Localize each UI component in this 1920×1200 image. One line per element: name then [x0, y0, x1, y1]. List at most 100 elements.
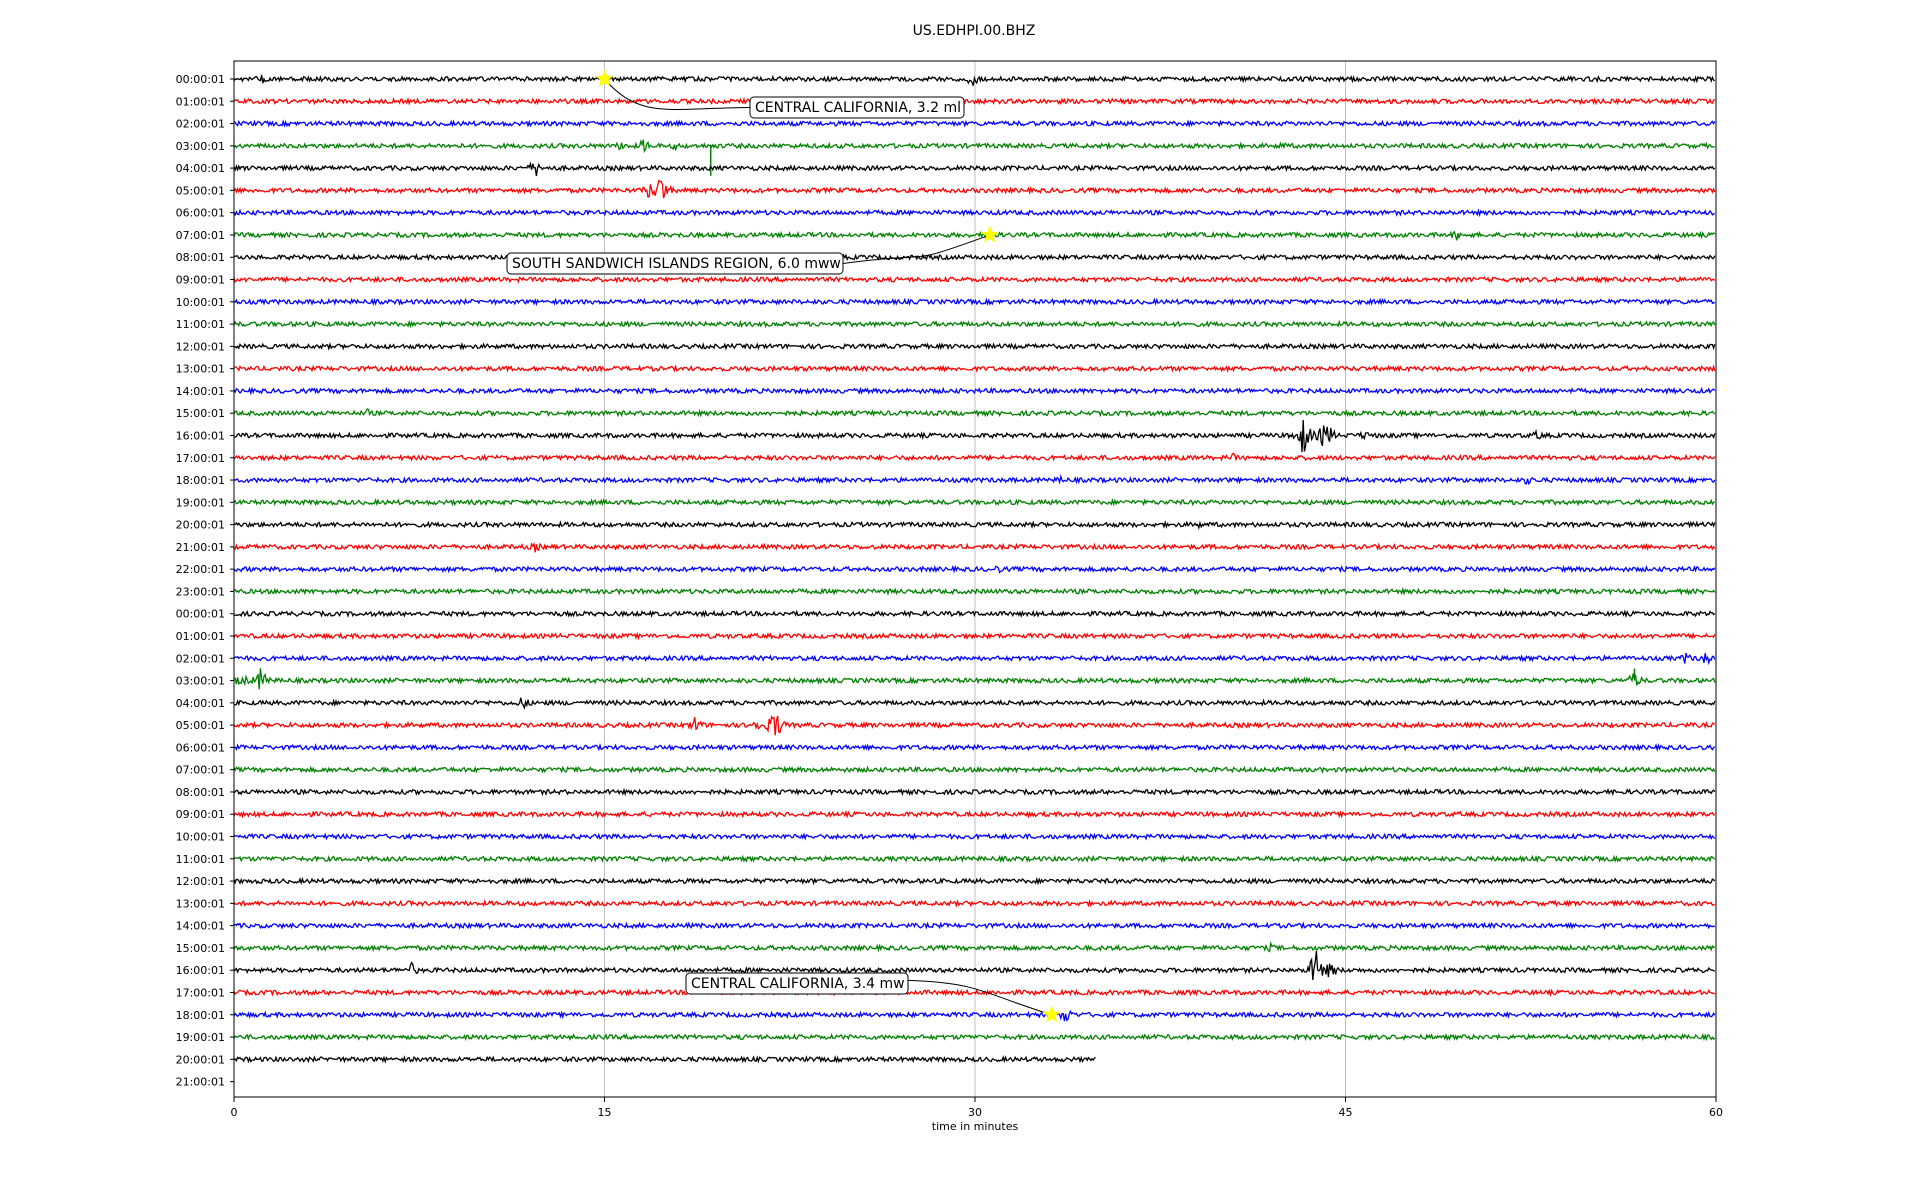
y-tick-label: 18:00:01	[176, 1009, 225, 1022]
event-star-marker	[980, 225, 999, 243]
y-tick-label: 06:00:01	[176, 741, 225, 754]
y-tick-label: 02:00:01	[176, 118, 225, 131]
y-tick-label: 06:00:01	[176, 207, 225, 220]
event-star-marker	[595, 69, 614, 87]
event-star-marker	[1042, 1005, 1061, 1023]
y-tick-label: 02:00:01	[176, 652, 225, 665]
y-tick-label: 05:00:01	[176, 184, 225, 197]
trace-row-4	[233, 161, 1716, 177]
grid-lines	[604, 61, 1346, 1097]
trace-row-34	[233, 832, 1716, 841]
event-connector	[604, 78, 751, 111]
y-tick-label: 00:00:01	[176, 73, 225, 86]
y-tick-label: 18:00:01	[176, 474, 225, 487]
y-tick-label: 22:00:01	[176, 563, 225, 576]
trace-row-27	[233, 668, 1716, 690]
y-tick-label: 11:00:01	[176, 318, 225, 331]
y-tick-label: 03:00:01	[176, 675, 225, 688]
chart-title: US.EDHPI.00.BHZ	[913, 23, 1036, 39]
trace-row-30	[233, 742, 1716, 753]
y-tick-label: 21:00:01	[176, 541, 225, 554]
trace-row-20	[233, 520, 1716, 531]
trace-row-1	[233, 96, 1716, 106]
y-tick-label: 19:00:01	[176, 1031, 225, 1044]
y-tick-label: 15:00:01	[176, 942, 225, 955]
trace-row-19	[233, 497, 1715, 507]
trace-row-28	[233, 697, 1716, 710]
x-tick-label: 60	[1709, 1106, 1723, 1119]
trace-row-10	[233, 297, 1716, 307]
y-tick-label: 19:00:01	[176, 496, 225, 509]
x-tick-label: 15	[598, 1106, 612, 1119]
event-label: SOUTH SANDWICH ISLANDS REGION, 6.0 mww	[512, 256, 841, 272]
y-tick-label: 10:00:01	[176, 831, 225, 844]
y-tick-label: 17:00:01	[176, 452, 225, 465]
event-callout-0: CENTRAL CALIFORNIA, 3.2 ml	[595, 69, 965, 119]
y-tick-label: 09:00:01	[176, 808, 225, 821]
y-tick-label: 14:00:01	[176, 385, 225, 398]
trace-row-7	[233, 230, 1716, 241]
y-tick-label: 20:00:01	[176, 519, 225, 532]
y-tick-label: 11:00:01	[176, 853, 225, 866]
trace-row-23	[233, 586, 1716, 596]
y-tick-label: 15:00:01	[176, 407, 225, 420]
x-tick-label: 45	[1339, 1106, 1353, 1119]
trace-row-40	[233, 950, 1716, 981]
trace-row-38	[233, 921, 1716, 930]
trace-row-43	[233, 1032, 1716, 1042]
trace-row-44	[233, 1055, 1096, 1064]
y-tick-label: 01:00:01	[176, 630, 225, 643]
x-axis-label: time in minutes	[932, 1120, 1019, 1133]
y-tick-label: 16:00:01	[176, 964, 225, 977]
trace-row-14	[233, 386, 1716, 396]
trace-row-22	[233, 564, 1716, 574]
event-label-box	[506, 252, 844, 275]
trace-row-12	[233, 341, 1716, 351]
x-tick-label: 0	[231, 1106, 238, 1119]
event-label-box	[749, 96, 965, 119]
y-tick-label: 12:00:01	[176, 875, 225, 888]
y-tick-label: 08:00:01	[176, 786, 225, 799]
event-label: CENTRAL CALIFORNIA, 3.4 mw	[691, 976, 905, 992]
y-tick-label: 21:00:01	[176, 1076, 225, 1089]
trace-row-25	[233, 631, 1716, 641]
trace-row-33	[233, 809, 1716, 819]
y-tick-label: 09:00:01	[176, 274, 225, 287]
trace-row-15	[233, 408, 1716, 418]
y-tick-label: 13:00:01	[176, 897, 225, 910]
y-tick-label: 16:00:01	[176, 429, 225, 442]
trace-row-16	[233, 419, 1716, 453]
trace-layer	[233, 74, 1716, 1064]
trace-row-39	[233, 940, 1716, 953]
y-tick-label: 07:00:01	[176, 229, 225, 242]
y-tick-label: 08:00:01	[176, 251, 225, 264]
y-tick-label: 23:00:01	[176, 585, 225, 598]
y-tick-label: 17:00:01	[176, 986, 225, 999]
event-label-box	[685, 972, 909, 995]
event-label: CENTRAL CALIFORNIA, 3.2 ml	[755, 100, 961, 116]
trace-row-26	[233, 652, 1716, 666]
trace-row-35	[233, 854, 1716, 864]
trace-row-24	[233, 609, 1716, 619]
trace-row-8	[234, 252, 1716, 262]
event-connector	[842, 234, 990, 264]
y-tick-label: 03:00:01	[176, 140, 225, 153]
y-tick-label: 14:00:01	[176, 920, 225, 933]
y-tick-label: 12:00:01	[176, 340, 225, 353]
y-tick-label: 00:00:01	[176, 608, 225, 621]
y-tick-label: 04:00:01	[176, 697, 225, 710]
trace-row-17	[233, 452, 1716, 462]
y-tick-label: 13:00:01	[176, 363, 225, 376]
y-tick-label: 01:00:01	[176, 95, 225, 108]
trace-row-21	[233, 542, 1716, 553]
y-tick-label: 05:00:01	[176, 719, 225, 732]
x-axis: 0 15 30 45 60	[231, 1097, 1723, 1119]
trace-row-0	[233, 74, 1715, 86]
event-callouts: CENTRAL CALIFORNIA, 3.2 ml SOUTH SANDWICH…	[506, 69, 1061, 1023]
event-callout-1: SOUTH SANDWICH ISLANDS REGION, 6.0 mww	[506, 225, 999, 275]
trace-row-6	[233, 208, 1715, 218]
x-tick-label: 30	[968, 1106, 982, 1119]
trace-row-9	[233, 275, 1716, 284]
